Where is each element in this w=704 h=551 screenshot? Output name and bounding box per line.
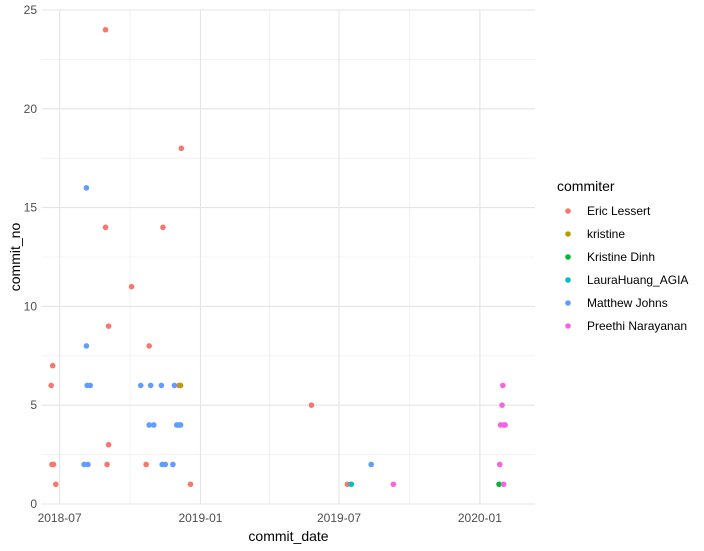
- legend-title: commiter: [557, 178, 615, 194]
- y-tick-label: 25: [24, 3, 38, 17]
- data-point: [500, 481, 507, 488]
- data-points: [48, 26, 508, 488]
- x-tick-label: 2018-07: [38, 511, 82, 525]
- data-point: [102, 224, 109, 231]
- legend: commiter Eric Lessert kristine Kristine Di…: [557, 178, 688, 333]
- data-point: [344, 481, 351, 488]
- data-point: [50, 461, 57, 468]
- legend-label: Kristine Dinh: [587, 250, 655, 264]
- data-point: [105, 441, 112, 448]
- data-point: [146, 422, 152, 428]
- data-point: [143, 461, 149, 468]
- legend-label: Eric Lessert: [587, 204, 651, 218]
- data-point: [147, 382, 154, 389]
- data-point: [81, 461, 87, 468]
- x-axis-title: commit_date: [248, 528, 328, 544]
- legend-label: Preethi Narayanan: [587, 319, 687, 333]
- x-tick-label: 2020-01: [458, 511, 502, 525]
- data-point: [187, 481, 194, 488]
- data-point: [348, 481, 355, 488]
- x-axis-ticks: 2018-07 2019-01 2019-07 2020-01: [38, 511, 503, 525]
- data-point: [87, 382, 94, 389]
- data-point: [170, 461, 176, 468]
- legend-label: Matthew Johns: [587, 296, 668, 310]
- data-point: [137, 382, 144, 389]
- legend-key: [565, 254, 571, 260]
- data-point: [146, 343, 152, 349]
- data-point: [48, 382, 54, 389]
- y-axis-title: commit_no: [7, 223, 23, 292]
- legend-key: [565, 208, 571, 214]
- data-point: [150, 422, 157, 428]
- data-point: [162, 461, 169, 468]
- legend-key: [565, 300, 571, 306]
- legend-label: LauraHuang_AGIA: [587, 273, 688, 287]
- grid: [42, 9, 535, 505]
- y-tick-label: 10: [24, 299, 38, 313]
- data-point: [177, 382, 184, 389]
- legend-items: Eric Lessert kristine Kristine Dinh LauraHu…: [565, 204, 688, 333]
- data-point: [178, 145, 185, 152]
- legend-key: [565, 277, 571, 283]
- data-point: [83, 185, 90, 191]
- data-point: [308, 402, 315, 409]
- legend-label: kristine: [587, 227, 625, 241]
- data-point: [500, 382, 506, 389]
- data-point: [496, 481, 502, 488]
- data-point: [499, 402, 505, 409]
- data-point: [104, 461, 110, 468]
- y-tick-label: 15: [24, 201, 38, 215]
- data-point: [158, 382, 165, 389]
- data-point: [85, 461, 91, 468]
- y-tick-label: 0: [30, 497, 37, 511]
- data-point: [102, 26, 109, 33]
- data-point: [105, 323, 112, 329]
- legend-key: [565, 231, 571, 237]
- data-point: [52, 481, 59, 488]
- data-point: [160, 224, 166, 231]
- data-point: [177, 422, 184, 428]
- data-point: [496, 461, 503, 468]
- y-tick-label: 5: [30, 398, 37, 412]
- y-tick-label: 20: [24, 102, 38, 116]
- data-point: [83, 343, 90, 349]
- x-tick-label: 2019-07: [317, 511, 361, 525]
- data-point: [502, 422, 508, 428]
- x-tick-label: 2019-01: [178, 511, 222, 525]
- data-point: [171, 382, 178, 389]
- data-point: [368, 461, 374, 468]
- data-point: [390, 481, 397, 488]
- y-axis-ticks: 0 5 10 15 20 25: [24, 3, 38, 511]
- data-point: [128, 283, 135, 290]
- data-point: [49, 362, 56, 369]
- legend-key: [565, 323, 571, 329]
